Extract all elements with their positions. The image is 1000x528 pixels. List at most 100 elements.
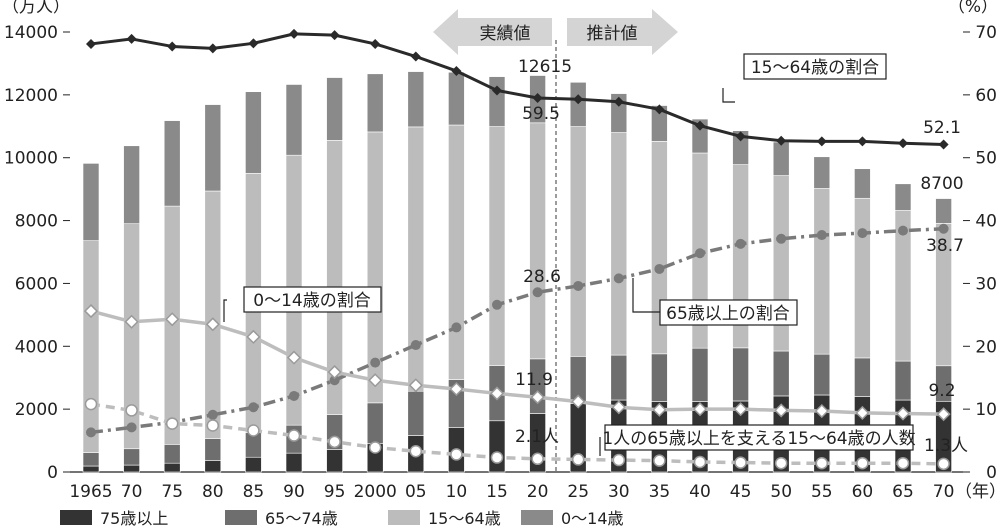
y-left-tick-label: 14000 (4, 23, 58, 43)
bar-segment (204, 438, 222, 461)
series-marker (937, 457, 950, 471)
x-tick-label: 35 (649, 482, 671, 502)
bar-segment (163, 120, 181, 207)
series-marker (774, 456, 788, 470)
actual-label: 実績値 (480, 24, 531, 44)
callout-children-text: 0〜14歳の割合 (253, 291, 370, 311)
bar-segment (407, 126, 425, 392)
series-marker (492, 85, 502, 96)
series-marker (86, 427, 96, 438)
series-marker (573, 280, 584, 291)
x-tick-label: 25 (567, 482, 589, 502)
series-marker (733, 402, 748, 417)
series-marker (735, 238, 746, 249)
bar-segment (894, 183, 912, 211)
series-marker (896, 456, 910, 470)
bar-segment (569, 126, 587, 357)
series-marker (449, 381, 464, 397)
series-marker (532, 287, 543, 298)
bar-segment (204, 104, 222, 192)
series-marker (898, 225, 908, 236)
y-right-tick-label: 10 (975, 400, 997, 420)
series-marker (126, 33, 137, 44)
bar-segment (204, 190, 222, 439)
x-tick-label: 10 (446, 482, 468, 502)
bar-segment (123, 464, 140, 473)
bar-segment (82, 240, 100, 453)
legend-label: 0〜14歳 (561, 509, 624, 528)
x-tick-label: 05 (405, 482, 427, 502)
bar-segment (772, 350, 790, 397)
bar-segment (732, 130, 749, 165)
series-marker (814, 403, 829, 419)
series-marker (409, 445, 423, 458)
x-tick-label: 70 (121, 482, 143, 502)
x-tick-label: 90 (283, 482, 305, 502)
bar-segment (691, 347, 709, 402)
y-right-tick-label: 0 (986, 463, 997, 483)
series-line (90, 226, 944, 435)
series-marker (816, 136, 827, 147)
series-marker (856, 456, 869, 470)
series-marker (490, 451, 504, 464)
callout-elderly-text: 65歳以上の割合 (666, 304, 790, 324)
series-marker (693, 455, 707, 469)
series-marker (328, 435, 341, 449)
x-tick-label: 65 (892, 482, 914, 502)
y-right-tick-label: 70 (975, 23, 997, 43)
series-marker (652, 402, 667, 417)
series-marker (492, 299, 502, 310)
series-marker (248, 38, 259, 49)
bar-segment (407, 71, 425, 128)
series-marker (167, 41, 178, 52)
y-right-tick-label: 20 (975, 337, 997, 357)
series-marker (408, 378, 423, 393)
bar-segment (82, 452, 100, 467)
bar-segment (326, 449, 343, 473)
projected-arrow: 推計値 (567, 9, 678, 55)
series-marker (531, 452, 544, 466)
bar-segment (448, 124, 465, 380)
series-marker (368, 373, 383, 388)
anno-wa-2020: 59.5 (522, 104, 560, 124)
anno-sup-2020: 2.1人 (515, 427, 559, 447)
y-right-unit: （%） (948, 0, 998, 17)
x-tick-label: 80 (202, 482, 224, 502)
callout-working-age-text: 15〜64歳の割合 (751, 58, 879, 78)
bar-segment (245, 91, 262, 174)
bar-segment (732, 347, 749, 402)
series-marker (815, 456, 829, 470)
series-marker (207, 43, 218, 54)
series-marker (816, 230, 827, 241)
series-marker (410, 340, 421, 351)
anno-el-2070: 38.7 (926, 236, 964, 256)
series-marker (776, 135, 787, 146)
series-line (90, 32, 944, 147)
bar-segment (894, 360, 912, 401)
series-marker (654, 263, 665, 274)
bar-segment (82, 163, 100, 241)
y-right-ticks: 0 10 20 30 40 50 60 70 (963, 23, 997, 483)
series-marker (530, 390, 545, 405)
y-right-tick-label: 40 (975, 212, 997, 232)
x-tick-label: 30 (608, 482, 630, 502)
series-marker (289, 28, 299, 39)
bar-segment (854, 168, 871, 199)
legend-label: 75歳以上 (100, 509, 168, 528)
series-marker (207, 409, 218, 420)
x-tick-label: 60 (852, 482, 874, 502)
bar-segment (163, 444, 181, 464)
series-marker (898, 138, 908, 149)
x-tick-label: 2000 (354, 482, 397, 502)
series-marker (289, 390, 299, 401)
series-marker (613, 273, 624, 284)
series-marker (126, 422, 137, 433)
series-marker (165, 417, 179, 430)
series-marker (938, 139, 949, 150)
bar-segment (285, 452, 303, 473)
series-marker (654, 104, 665, 115)
series-marker (86, 38, 96, 49)
bar-segment (610, 354, 628, 401)
bar-segment (854, 197, 871, 359)
